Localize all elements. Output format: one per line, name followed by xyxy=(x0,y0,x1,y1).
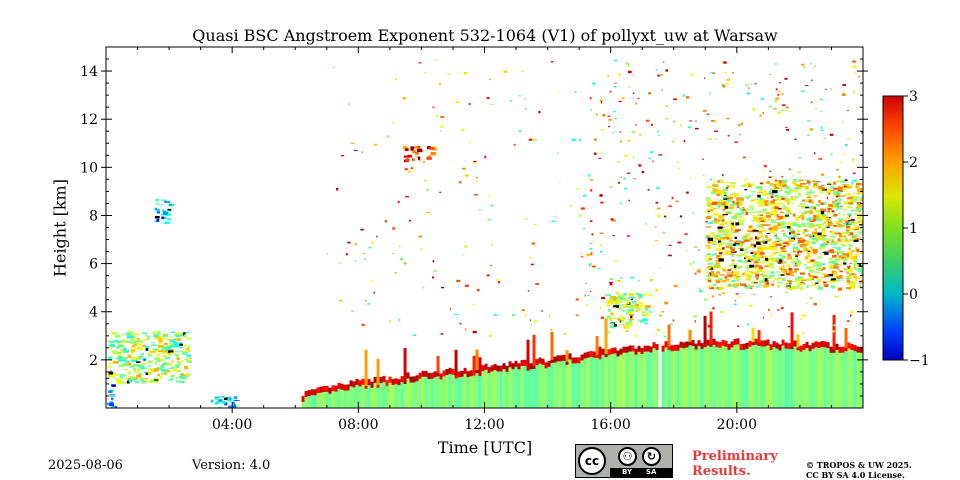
version-label: Version: 4.0 xyxy=(192,458,271,473)
feature-surface-patch xyxy=(210,396,240,408)
y-tick-label: 2 xyxy=(89,353,98,369)
copyright-notice: © TROPOS & UW 2025. CC BY SA 4.0 License… xyxy=(806,460,912,480)
y-tick-label: 14 xyxy=(80,64,98,80)
chart-title: Quasi BSC Angstroem Exponent 532-1064 (V… xyxy=(192,26,778,45)
x-tick-label: 16:00 xyxy=(590,417,630,433)
preliminary-notice: Preliminary Results. xyxy=(692,449,778,479)
y-axis-label: Height [km] xyxy=(50,179,70,277)
y-tick-label: 12 xyxy=(80,112,98,128)
by-label: BY xyxy=(622,468,633,476)
preliminary-line-1: Preliminary xyxy=(692,449,778,464)
x-axis-label: Time [UTC] xyxy=(437,438,533,457)
plot-area xyxy=(106,59,863,408)
feature-cloud-patch xyxy=(154,198,175,225)
y-tick-label: 4 xyxy=(89,305,98,321)
sa-label: SA xyxy=(646,468,657,476)
feature-residual-layer xyxy=(604,292,653,329)
copyright-line-2: CC BY SA 4.0 License. xyxy=(806,470,905,480)
by-icon: ⚇ xyxy=(618,447,637,466)
y-tick-label: 8 xyxy=(89,208,98,224)
colorbar-tick-label: 0 xyxy=(909,287,918,303)
sa-icon: ↻ xyxy=(642,447,661,466)
feature-surface-patch xyxy=(106,377,118,408)
x-tick-label: 08:00 xyxy=(338,417,378,433)
x-tick-label: 20:00 xyxy=(717,417,757,433)
license-strip: BY SA xyxy=(610,468,672,477)
feature-cloud-patch xyxy=(402,145,438,163)
y-tick-label: 6 xyxy=(89,257,98,273)
colorbar-tick-label: 2 xyxy=(909,155,918,171)
scatter-noise xyxy=(326,59,863,338)
date-label: 2025-08-06 xyxy=(48,458,123,473)
y-axis: 2 4 6 8 10 12 14 xyxy=(80,58,868,397)
colorbar-tick-label: −1 xyxy=(909,353,930,369)
preliminary-line-2: Results. xyxy=(692,464,751,479)
cc-icon: cc xyxy=(578,447,606,475)
colorbar-axis: −1 0 1 2 3 xyxy=(903,89,930,369)
x-tick-label: 12:00 xyxy=(464,417,504,433)
y-tick-label: 10 xyxy=(80,160,98,176)
copyright-line-1: © TROPOS & UW 2025. xyxy=(806,460,912,470)
colorbar xyxy=(882,95,904,361)
x-tick-label: 04:00 xyxy=(212,417,252,433)
cc-license-badge: cc ⚇ ↻ BY SA xyxy=(575,444,673,478)
x-axis: 04:00 08:00 12:00 16:00 20:00 xyxy=(137,47,832,433)
colorbar-tick-label: 1 xyxy=(909,221,918,237)
feature-boundary-layer xyxy=(301,311,863,408)
feature-low-aerosol xyxy=(106,331,193,384)
feature-cloud-layer xyxy=(705,179,863,291)
colorbar-tick-label: 3 xyxy=(909,89,918,105)
